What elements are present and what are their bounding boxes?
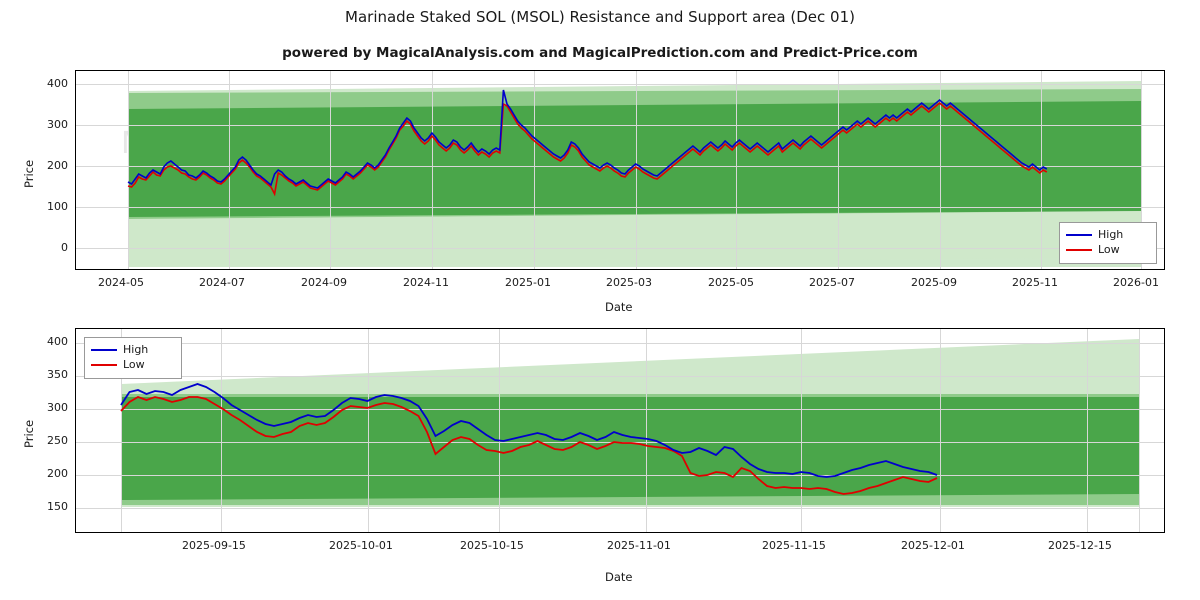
y-tick-label: 200 (47, 467, 68, 480)
x-tick-label: 2025-12-15 (1048, 539, 1112, 552)
legend-swatch-low (91, 363, 117, 366)
legend-item-low[interactable]: Low (1066, 242, 1150, 257)
legend-label-low: Low (123, 358, 145, 371)
x-tick-label: 2025-12-01 (901, 539, 965, 552)
gridline (76, 166, 1164, 167)
x-tick-label: 2025-11 (1012, 276, 1058, 289)
gridline (76, 475, 1164, 476)
x-tick-label: 2024-05 (98, 276, 144, 289)
gridline (76, 207, 1164, 208)
legend-label-high: High (1098, 228, 1124, 241)
gridline (229, 71, 230, 269)
x-tick-label: 2025-11-01 (607, 539, 671, 552)
gridline (801, 329, 802, 532)
page-title: Marinade Staked SOL (MSOL) Resistance an… (345, 8, 855, 26)
x-tick-label: 2025-03 (606, 276, 652, 289)
gridline (76, 508, 1164, 509)
series-low-line (127, 101, 1048, 197)
top-band-overlay (128, 81, 1141, 267)
x-tick-label: 2025-10-01 (329, 539, 393, 552)
x-tick-label: 2025-05 (708, 276, 754, 289)
legend-item-high[interactable]: High (91, 342, 175, 357)
top-y-axis-label: Price (22, 159, 36, 188)
gridline (76, 343, 1164, 344)
gridline (121, 329, 122, 532)
series-high-line (120, 383, 938, 478)
legend-label-low: Low (1098, 243, 1120, 256)
x-tick-label: 2024-07 (199, 276, 245, 289)
gridline (940, 71, 941, 269)
gridline (1141, 71, 1142, 269)
y-tick-label: 300 (47, 118, 68, 131)
y-tick-label: 150 (47, 500, 68, 513)
gridline (838, 71, 839, 269)
y-tick-label: 0 (61, 241, 68, 254)
x-tick-label: 2025-01 (505, 276, 551, 289)
bottom-x-axis-label: Date (605, 570, 633, 584)
top-x-axis-label: Date (605, 300, 633, 314)
y-tick-label: 100 (47, 200, 68, 213)
x-tick-label: 2024-11 (403, 276, 449, 289)
gridline (646, 329, 647, 532)
series-low-line (120, 396, 938, 495)
top-plot-area: MagicalAnalysis.com MagicalPrediction.co… (76, 71, 1164, 269)
gridline (1041, 71, 1042, 269)
y-tick-label: 350 (47, 368, 68, 381)
gridline (76, 125, 1164, 126)
legend-item-high[interactable]: High (1066, 227, 1150, 242)
bottom-legend[interactable]: High Low (84, 337, 182, 379)
page-subtitle: powered by MagicalAnalysis.com and Magic… (282, 45, 918, 61)
bottom-chart-panel: MagicalAnalysis.com MagicalPrediction.co… (75, 328, 1165, 533)
bottom-band-overlay (121, 339, 1139, 507)
bottom-y-axis-label: Price (22, 419, 36, 448)
gridline (432, 71, 433, 269)
top-series-lines (127, 89, 1048, 197)
gridline (534, 71, 535, 269)
y-tick-label: 400 (47, 335, 68, 348)
top-chart-panel: MagicalAnalysis.com MagicalPrediction.co… (75, 70, 1165, 270)
gridline (330, 71, 331, 269)
y-tick-label: 250 (47, 434, 68, 447)
bottom-plot-area: MagicalAnalysis.com MagicalPrediction.co… (76, 329, 1164, 532)
bottom-series-lines (120, 383, 938, 495)
x-tick-label: 2025-07 (809, 276, 855, 289)
x-tick-label: 2024-09 (301, 276, 347, 289)
legend-label-high: High (123, 343, 149, 356)
gridline (736, 71, 737, 269)
x-tick-label: 2026-01 (1113, 276, 1159, 289)
y-tick-label: 200 (47, 159, 68, 172)
gridline (1087, 329, 1088, 532)
gridline (221, 329, 222, 532)
gridline (368, 329, 369, 532)
gridline (636, 71, 637, 269)
legend-swatch-high (91, 348, 117, 351)
gridline (499, 329, 500, 532)
gridline (1139, 329, 1140, 532)
gridline (76, 376, 1164, 377)
y-tick-label: 300 (47, 401, 68, 414)
series-high-line (127, 89, 1048, 189)
x-tick-label: 2025-11-15 (762, 539, 826, 552)
x-tick-label: 2025-09-15 (182, 539, 246, 552)
x-tick-label: 2025-09 (911, 276, 957, 289)
gridline (128, 71, 129, 269)
gridline (76, 84, 1164, 85)
legend-swatch-low (1066, 248, 1092, 251)
gridline (76, 248, 1164, 249)
top-legend[interactable]: High Low (1059, 222, 1157, 264)
gridline (940, 329, 941, 532)
legend-item-low[interactable]: Low (91, 357, 175, 372)
gridline (76, 409, 1164, 410)
legend-swatch-high (1066, 233, 1092, 236)
y-tick-label: 400 (47, 77, 68, 90)
x-tick-label: 2025-10-15 (460, 539, 524, 552)
